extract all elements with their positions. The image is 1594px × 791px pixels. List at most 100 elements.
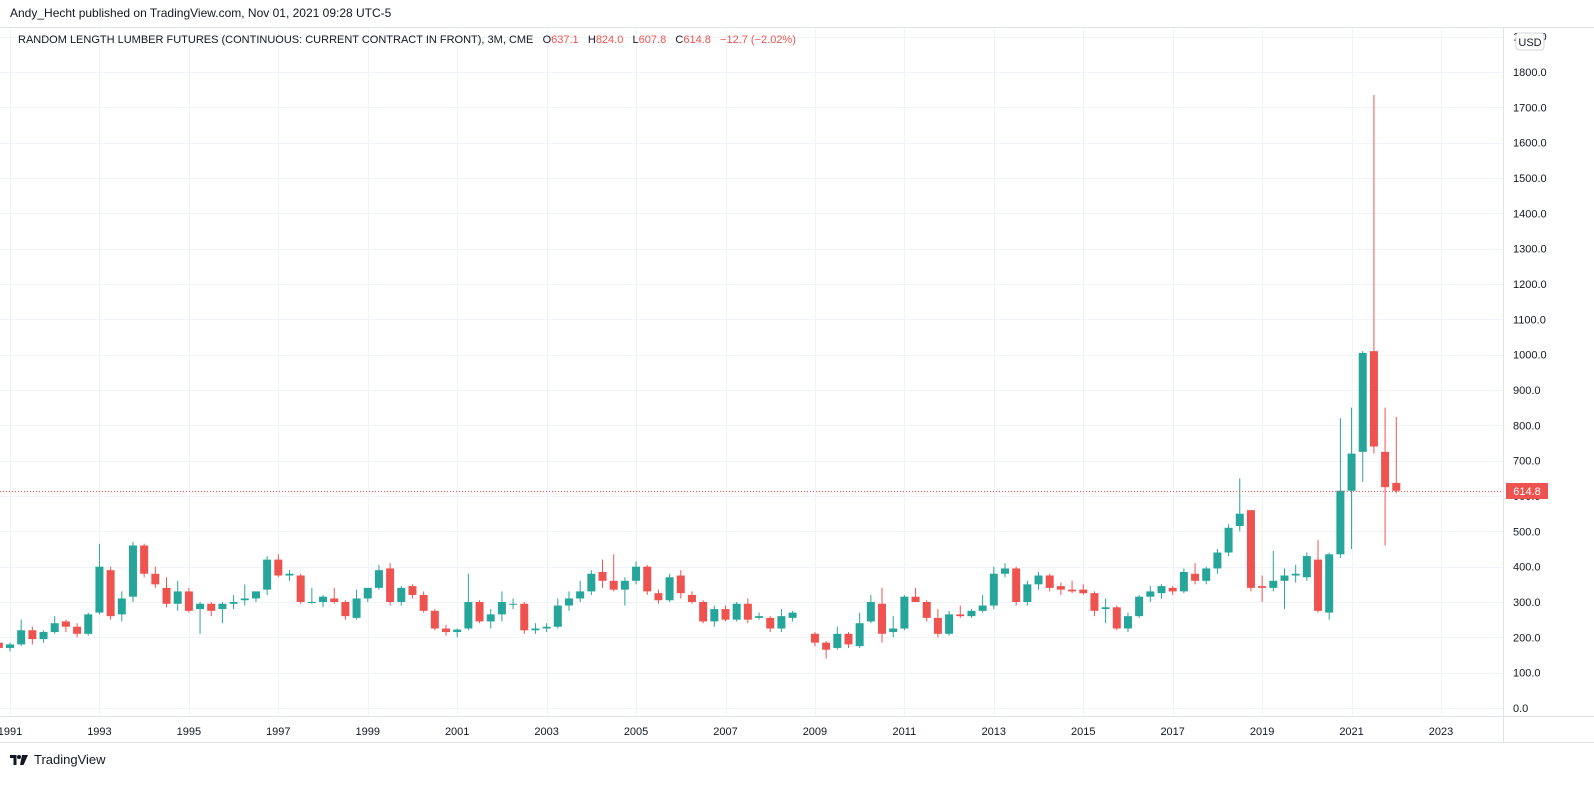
symbol-legend[interactable]: RANDOM LENGTH LUMBER FUTURES (CONTINUOUS…	[18, 34, 796, 46]
candle-down[interactable]	[1392, 416, 1401, 494]
candle-down[interactable]	[878, 587, 887, 643]
candle-up[interactable]	[1235, 478, 1244, 532]
candle-up[interactable]	[967, 609, 976, 618]
candle-up[interactable]	[1146, 586, 1155, 602]
candle-up[interactable]	[833, 626, 842, 650]
candle-up[interactable]	[453, 628, 462, 638]
candle-down[interactable]	[1246, 510, 1255, 592]
candle-up[interactable]	[6, 642, 14, 652]
candle-down[interactable]	[1056, 582, 1065, 595]
candle-down[interactable]	[1381, 407, 1390, 546]
candle-down[interactable]	[598, 559, 607, 588]
candle-up[interactable]	[777, 609, 786, 633]
candle-up[interactable]	[1157, 584, 1166, 599]
candle-up[interactable]	[576, 580, 585, 602]
candle-down[interactable]	[1112, 605, 1121, 631]
candle-down[interactable]	[844, 632, 853, 648]
candle-up[interactable]	[95, 543, 104, 615]
candle-down[interactable]	[408, 584, 417, 599]
candle-up[interactable]	[1358, 351, 1367, 482]
candle-up[interactable]	[1135, 594, 1144, 618]
candle-down[interactable]	[106, 566, 115, 620]
candle-down[interactable]	[911, 587, 920, 602]
candle-down[interactable]	[822, 640, 831, 659]
candle-up[interactable]	[173, 580, 182, 611]
tradingview-brand[interactable]: TradingView	[10, 752, 106, 767]
candle-up[interactable]	[128, 541, 137, 602]
candle-down[interactable]	[140, 543, 149, 578]
candle-down[interactable]	[687, 591, 696, 604]
candle-up[interactable]	[1023, 580, 1032, 606]
candle-down[interactable]	[1090, 591, 1099, 617]
candle-up[interactable]	[486, 609, 495, 629]
candle-up[interactable]	[1034, 571, 1043, 590]
candle-down[interactable]	[330, 587, 339, 604]
candle-down[interactable]	[643, 564, 652, 595]
candle-down[interactable]	[1079, 584, 1088, 595]
candle-up[interactable]	[531, 623, 540, 634]
candle-down[interactable]	[430, 609, 439, 631]
candle-up[interactable]	[788, 610, 797, 622]
candle-down[interactable]	[699, 600, 708, 624]
candle-up[interactable]	[1325, 552, 1334, 620]
price-axis[interactable]: 0.0100.0200.0300.0400.0500.0600.0700.080…	[1513, 32, 1547, 715]
candle-down[interactable]	[1045, 573, 1054, 592]
candle-up[interactable]	[665, 573, 674, 602]
candle-up[interactable]	[229, 594, 238, 610]
candle-up[interactable]	[251, 591, 260, 602]
candle-up[interactable]	[1179, 568, 1188, 594]
candle-up[interactable]	[553, 598, 562, 629]
candle-down[interactable]	[61, 619, 70, 633]
candle-down[interactable]	[520, 602, 529, 634]
candle-up[interactable]	[755, 612, 764, 620]
time-axis[interactable]: 1991 1993 1995 1997 1999 2001 2003 2005 2007 2009…	[0, 726, 1453, 738]
candle-down[interactable]	[341, 600, 350, 620]
candle-down[interactable]	[151, 566, 160, 588]
candle-down[interactable]	[654, 589, 663, 604]
candle-up[interactable]	[1280, 568, 1289, 610]
candle-down[interactable]	[0, 641, 3, 650]
candle-up[interactable]	[17, 619, 26, 647]
candle-down[interactable]	[1068, 580, 1077, 594]
candle-up[interactable]	[564, 591, 573, 611]
candle-down[interactable]	[1369, 94, 1378, 454]
candle-up[interactable]	[374, 564, 383, 590]
candle-down[interactable]	[442, 624, 451, 636]
candle-up[interactable]	[464, 573, 473, 631]
candle-up[interactable]	[363, 587, 372, 602]
candle-down[interactable]	[766, 616, 775, 633]
candle-down[interactable]	[419, 591, 428, 613]
candle-up[interactable]	[732, 602, 741, 622]
candle-down[interactable]	[933, 609, 942, 638]
candle-up[interactable]	[1123, 612, 1132, 633]
candle-up[interactable]	[352, 589, 361, 620]
candle-up[interactable]	[1347, 407, 1356, 549]
candle-up[interactable]	[587, 570, 596, 595]
candle-up[interactable]	[397, 586, 406, 606]
candle-down[interactable]	[1191, 563, 1200, 585]
candle-down[interactable]	[1314, 540, 1323, 613]
candle-up[interactable]	[307, 587, 316, 604]
candle-up[interactable]	[1213, 549, 1222, 574]
candle-down[interactable]	[386, 563, 395, 606]
candle-up[interactable]	[945, 610, 954, 636]
candle-up[interactable]	[1101, 598, 1110, 624]
candle-down[interactable]	[162, 577, 171, 608]
candle-up[interactable]	[632, 561, 641, 585]
candle-down[interactable]	[184, 587, 193, 613]
candle-up[interactable]	[900, 594, 909, 631]
candle-down[interactable]	[676, 570, 685, 599]
candle-down[interactable]	[721, 605, 730, 622]
candle-up[interactable]	[989, 566, 998, 610]
currency-button[interactable]: USD	[1515, 32, 1545, 51]
candle-up[interactable]	[497, 591, 506, 622]
candle-down[interactable]	[1168, 586, 1177, 595]
candle-up[interactable]	[1224, 524, 1233, 557]
candle-down[interactable]	[810, 632, 819, 647]
candle-down[interactable]	[73, 623, 82, 638]
candle-up[interactable]	[1336, 418, 1345, 558]
candle-down[interactable]	[296, 573, 305, 604]
candle-up[interactable]	[542, 623, 551, 633]
candle-down[interactable]	[956, 605, 965, 618]
